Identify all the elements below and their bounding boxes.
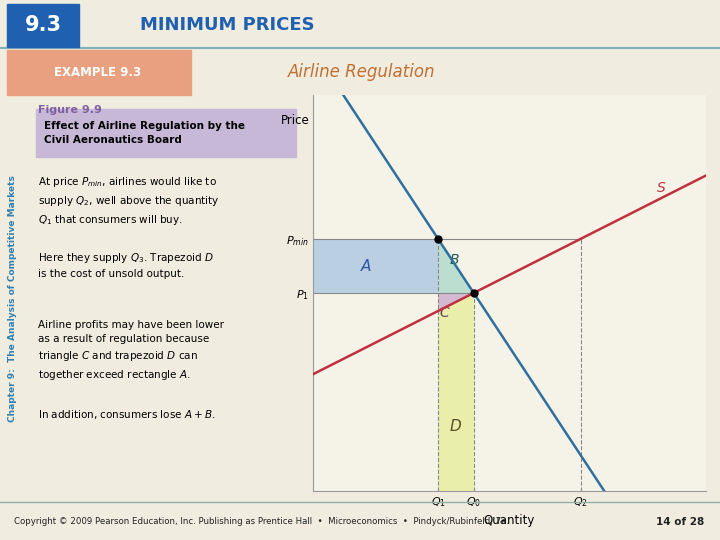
Text: $A$: $A$	[359, 258, 372, 274]
Text: $D$: $D$	[449, 418, 462, 435]
Text: MINIMUM PRICES: MINIMUM PRICES	[140, 16, 315, 33]
Text: EXAMPLE 9.3: EXAMPLE 9.3	[53, 66, 141, 79]
Text: Chapter 9:  The Analysis of Competitive Markets: Chapter 9: The Analysis of Competitive M…	[8, 175, 17, 422]
Text: Here they supply $Q_3$. Trapezoid $D$
is the cost of unsold output.: Here they supply $Q_3$. Trapezoid $D$ is…	[38, 252, 214, 279]
Text: $S$: $S$	[656, 181, 666, 195]
Polygon shape	[438, 293, 474, 311]
Text: 14 of 28: 14 of 28	[656, 517, 705, 527]
Text: Figure 9.9: Figure 9.9	[38, 105, 102, 114]
Text: In addition, consumers lose $A + B$.: In addition, consumers lose $A + B$.	[38, 408, 216, 421]
Text: Effect of Airline Regulation by the
Civil Aeronautics Board: Effect of Airline Regulation by the Civi…	[44, 121, 245, 145]
Text: Airline Regulation: Airline Regulation	[288, 63, 436, 82]
Text: At price $P_{min}$, airlines would like to
supply $Q_2$, well above the quantity: At price $P_{min}$, airlines would like …	[38, 175, 220, 227]
Polygon shape	[438, 293, 474, 491]
Text: Copyright © 2009 Pearson Education, Inc. Publishing as Prentice Hall  •  Microec: Copyright © 2009 Pearson Education, Inc.…	[14, 517, 510, 526]
Text: Price: Price	[281, 114, 310, 127]
Text: $B$: $B$	[449, 253, 459, 267]
Text: $C$: $C$	[438, 306, 450, 320]
Bar	[7, 4, 79, 47]
Text: 9.3: 9.3	[24, 15, 62, 35]
X-axis label: Quantity: Quantity	[484, 514, 535, 526]
Text: Airline profits may have been lower
as a result of regulation because
triangle $: Airline profits may have been lower as a…	[38, 320, 225, 382]
Bar	[36, 109, 296, 157]
Bar	[7, 50, 191, 94]
Polygon shape	[438, 239, 474, 293]
Polygon shape	[313, 239, 438, 293]
